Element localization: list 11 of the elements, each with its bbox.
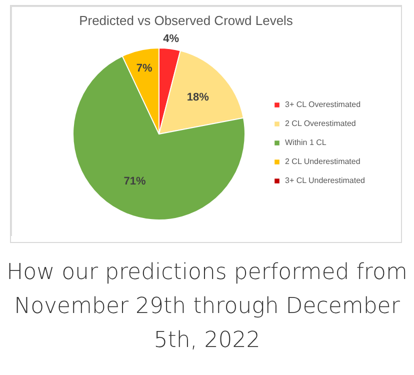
data-label: 18% [186,92,210,104]
legend-label: 3+ CL Underestimated [285,176,365,185]
legend-label: 2 CL Overestimated [285,119,356,128]
data-label: 4% [163,32,180,45]
legend-label: 2 CL Underestimated [285,157,360,166]
data-label: 7% [136,62,153,75]
data-label: 71% [124,176,146,188]
legend-label: 3+ CL Overestimated [285,100,361,109]
legend-label: Within 1 CL [285,138,327,147]
chart-title: Predicted vs Observed Crowd Levels [79,13,294,28]
text: How our predictions performed from November 29th through December 5th, 2022 [6,259,408,355]
